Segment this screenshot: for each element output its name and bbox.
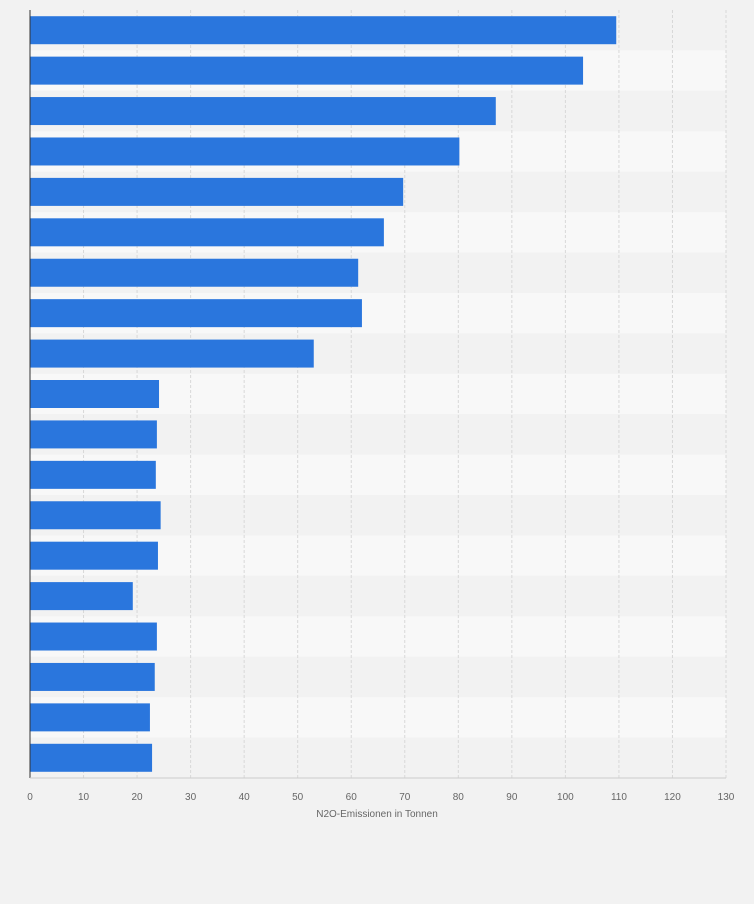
bar	[30, 501, 161, 530]
bar	[30, 622, 157, 651]
bar	[30, 541, 158, 570]
bars	[30, 16, 617, 772]
bar	[30, 743, 153, 772]
x-tick-labels: 0 10 20 30 40 50 60 70 80 90 100 110 120 130	[27, 792, 735, 803]
x-tick-label: 120	[664, 792, 681, 803]
bar	[30, 339, 314, 368]
bar	[30, 177, 404, 206]
x-tick-label: 20	[132, 792, 144, 803]
bar	[30, 97, 496, 126]
bar	[30, 420, 157, 449]
bar	[30, 258, 359, 287]
bar	[30, 380, 160, 408]
x-tick-label: 30	[185, 792, 197, 803]
x-tick-label: 0	[27, 792, 33, 803]
x-axis-title: N2O-Emissionen in Tonnen	[316, 809, 438, 820]
axes	[29, 10, 726, 779]
bar	[30, 16, 617, 45]
x-tick-label: 70	[399, 792, 411, 803]
bar	[30, 56, 584, 85]
bar	[30, 582, 133, 611]
bar	[30, 703, 150, 732]
x-tick-label: 130	[718, 792, 735, 803]
x-tick-label: 110	[611, 792, 627, 803]
x-tick-label: 60	[346, 792, 358, 803]
bar	[30, 299, 362, 328]
row-band	[30, 575, 726, 617]
x-tick-label: 40	[239, 792, 251, 803]
bar	[30, 662, 155, 691]
x-tick-label: 10	[78, 792, 90, 803]
x-tick-label: 80	[453, 792, 465, 803]
x-tick-label: 50	[292, 792, 304, 803]
bar	[30, 137, 460, 166]
bar	[30, 218, 384, 247]
x-tick-label: 90	[506, 792, 518, 803]
x-tick-label: 100	[557, 792, 574, 803]
bar	[30, 460, 156, 489]
